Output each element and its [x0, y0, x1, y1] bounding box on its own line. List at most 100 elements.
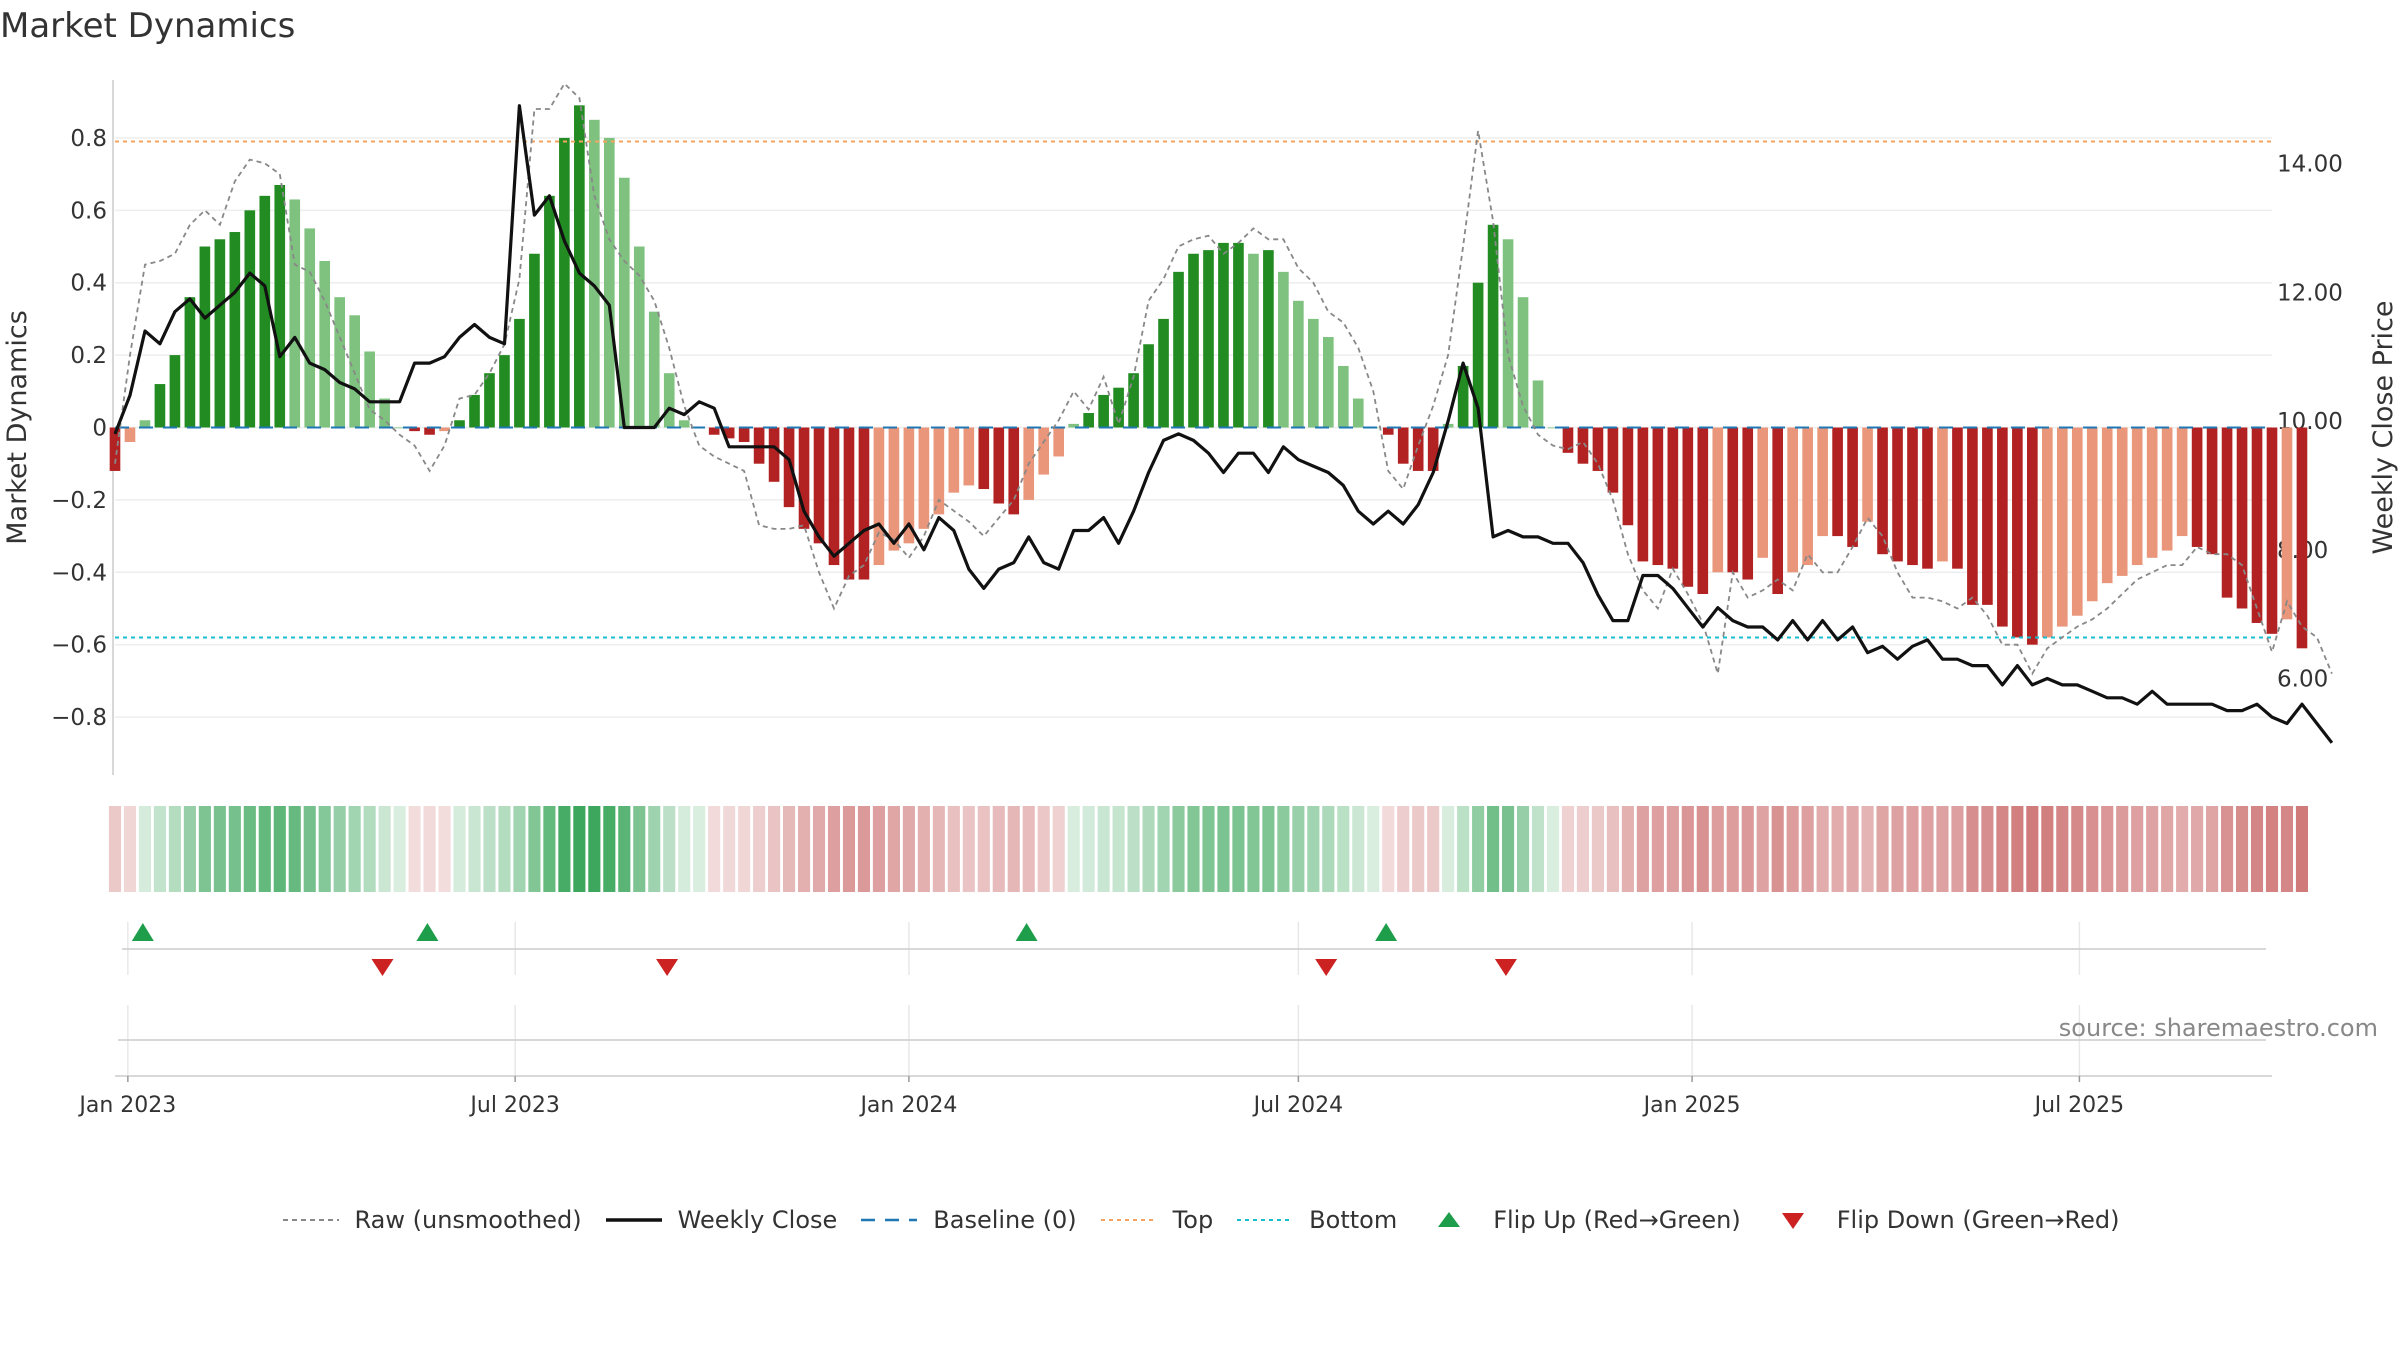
dynamics-bar: [1712, 427, 1724, 573]
heatmap-cell: [1651, 806, 1664, 892]
dynamics-bar: [1727, 427, 1739, 573]
dynamics-bar: [2251, 427, 2263, 623]
heatmap-cell: [708, 806, 721, 892]
triangle-up-icon: [1419, 1210, 1479, 1230]
heatmap-cell: [1951, 806, 1964, 892]
dynamics-bar: [1922, 427, 1933, 569]
heatmap-cell: [2161, 806, 2174, 892]
dynamics-bar: [768, 427, 780, 482]
dynamics-bar: [1128, 373, 1139, 428]
dynamics-bar: [394, 427, 405, 429]
heatmap-cell: [453, 806, 466, 892]
heatmap-cell: [1247, 806, 1260, 892]
heatmap-cell: [498, 806, 511, 892]
heatmap-cell: [108, 806, 122, 892]
heatmap-cell: [423, 806, 436, 892]
dynamics-bar: [1382, 427, 1394, 435]
dynamics-bar: [259, 195, 271, 428]
heatmap-cell: [393, 806, 406, 892]
dynamics-bar: [1967, 427, 1978, 605]
heatmap-cell: [1726, 806, 1739, 892]
heatmap-cell: [1112, 806, 1125, 892]
dynamics-bar: [1742, 427, 1754, 580]
heatmap-cell: [543, 806, 556, 892]
legend-item: Flip Up (Red→Green): [1419, 1206, 1741, 1234]
dynamics-bar: [1802, 427, 1813, 566]
dynamics-bar: [379, 398, 390, 428]
dynamics-bar: [1412, 427, 1424, 471]
y2-axis-label: Weekly Close Price: [2368, 300, 2399, 554]
heatmap-cell: [1397, 806, 1410, 892]
heatmap-cell: [2206, 806, 2219, 892]
heatmap-cell: [797, 806, 811, 892]
flip-down-marker: [371, 959, 394, 976]
heatmap-cell: [1382, 806, 1395, 892]
dynamics-bar: [169, 355, 181, 428]
heatmap-cell: [1007, 806, 1020, 892]
dynamics-bar: [1053, 427, 1065, 457]
dynamics-bar: [1697, 427, 1709, 595]
legend-label: Weekly Close: [677, 1206, 838, 1234]
dynamics-bar: [1517, 297, 1529, 428]
heatmap-cell: [872, 806, 885, 892]
dynamics-bar: [783, 427, 795, 508]
flip-down-marker: [1494, 959, 1517, 976]
legend-item: Flip Down (Green→Red): [1763, 1206, 2120, 1234]
heatmap-cell: [648, 806, 661, 892]
dynamics-bar: [663, 373, 675, 428]
flip-up-marker: [416, 923, 439, 941]
dynamics-bar: [1308, 318, 1319, 428]
dynamics-bar: [1502, 239, 1514, 428]
heatmap-cell: [183, 806, 196, 892]
dynamics-bar: [2161, 427, 2173, 551]
heatmap-cell: [1741, 806, 1754, 892]
heatmap-cell: [1202, 806, 1215, 892]
dynamics-bar: [798, 427, 810, 529]
x-tick-label: Jul 2025: [2033, 1093, 2125, 1118]
dynamics-bar: [1772, 427, 1784, 595]
dynamics-bar: [2116, 427, 2128, 576]
dynamics-bar: [1592, 427, 1604, 471]
heatmap-cell: [438, 806, 451, 892]
heatmap-cell: [1472, 806, 1485, 892]
x-tick-label: Jul 2024: [1252, 1093, 1344, 1118]
heatmap-cell: [1966, 806, 1979, 892]
dynamics-bar: [424, 427, 435, 435]
dynamics-bar: [244, 210, 256, 428]
flip-down-marker: [1315, 959, 1338, 976]
dynamics-bar: [1083, 413, 1094, 428]
x-tick-label: Jan 2024: [858, 1093, 957, 1118]
dynamics-bar: [439, 427, 450, 432]
dynamics-bar: [843, 427, 855, 580]
legend-item: Bottom: [1235, 1206, 1397, 1234]
heatmap-cell: [1696, 806, 1709, 892]
heatmap-cell: [2116, 806, 2129, 892]
raw-line: [114, 82, 2333, 676]
heatmap-cell: [483, 806, 496, 892]
heatmap-cell: [618, 806, 631, 892]
dynamics-bar: [1397, 427, 1409, 464]
heatmap-cell: [1337, 806, 1350, 892]
heatmap-cell: [573, 806, 586, 892]
heatmap-cell: [1322, 806, 1335, 892]
dynamics-bar: [2266, 427, 2278, 634]
heatmap-cell: [932, 806, 945, 892]
dynamics-bar: [1173, 271, 1184, 428]
heatmap-cell: [1636, 806, 1649, 892]
dotted-line-icon: [1099, 1210, 1159, 1230]
dynamics-bar: [873, 427, 885, 566]
heatmap-cell: [123, 806, 137, 892]
heatmap-cell: [1412, 806, 1425, 892]
heatmap-cell: [1981, 806, 1994, 892]
dynamics-bar: [514, 318, 525, 428]
heatmap-cell: [1217, 806, 1230, 892]
dotted-line-icon: [281, 1210, 341, 1230]
dynamics-bar: [2281, 427, 2293, 620]
heatmap-cell: [962, 806, 975, 892]
dynamics-bar: [2236, 427, 2248, 609]
heatmap-cell: [723, 806, 736, 892]
dynamics-bar: [124, 427, 136, 442]
dynamics-bar: [2176, 427, 2188, 537]
dynamics-bar: [2071, 427, 2083, 616]
dynamics-bar: [978, 427, 990, 490]
